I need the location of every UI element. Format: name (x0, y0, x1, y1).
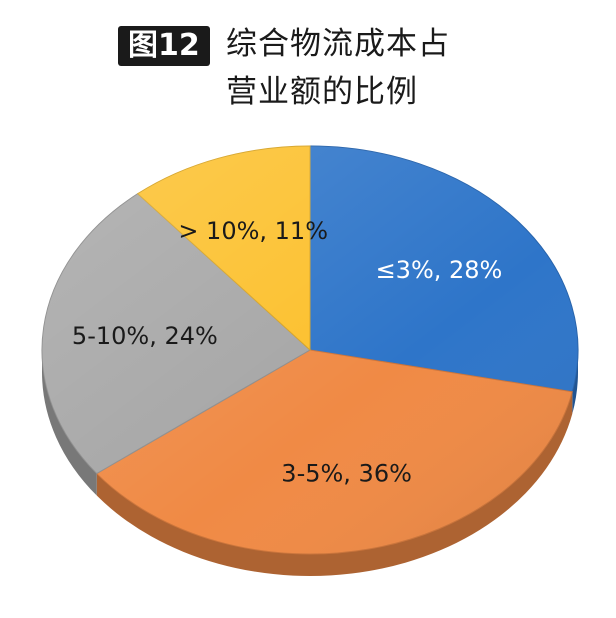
chart-title-block: 图12 综合物流成本占 营业额的比例 (0, 0, 616, 130)
pie-top-layer (41, 145, 579, 555)
pie-slice-label-0: ≤3%, 28% (376, 256, 503, 284)
figure-number-badge: 图12 (118, 26, 210, 66)
pie-slice-label-1: 3-5%, 36% (281, 459, 412, 487)
pie-slice-label-2: 5-10%, 24% (72, 322, 218, 350)
pie-slice-label-3: > 10%, 11% (178, 217, 328, 245)
pie-labels-layer: ≤3%, 28% 3-5%, 36% 5-10%, 24% > 10%, 11% (72, 217, 502, 487)
chart-title-line-2: 营业额的比例 (226, 74, 418, 110)
chart-title-line-1: 综合物流成本占 (226, 26, 450, 62)
